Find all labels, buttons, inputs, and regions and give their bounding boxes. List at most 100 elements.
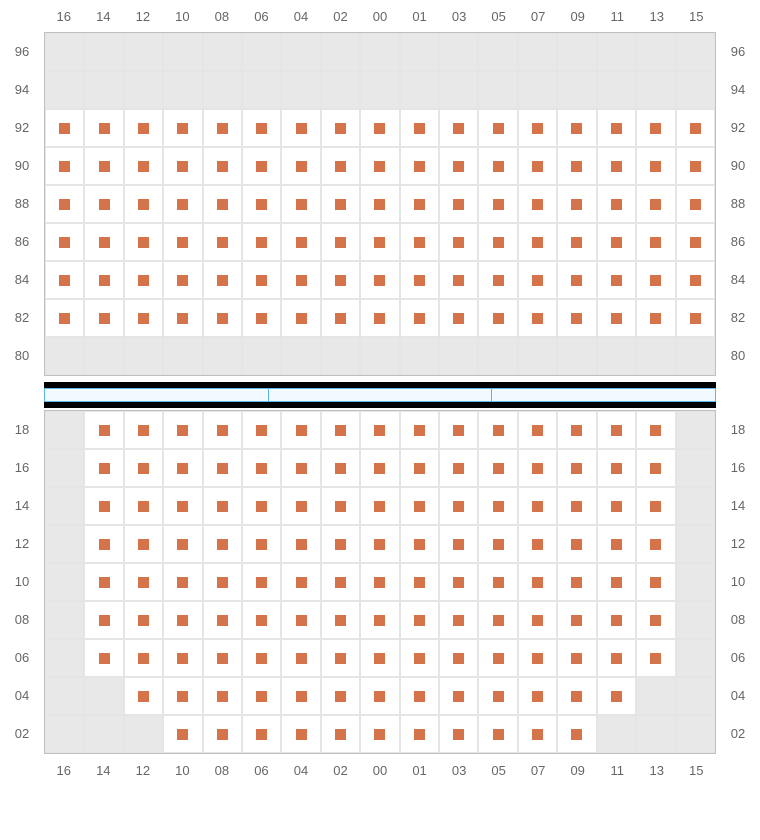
seat-cell[interactable]: [518, 449, 557, 487]
seat-cell[interactable]: [203, 147, 242, 185]
seat-cell[interactable]: [518, 601, 557, 639]
seat-cell[interactable]: [124, 449, 163, 487]
seat-cell[interactable]: [84, 601, 123, 639]
seat-cell[interactable]: [281, 677, 320, 715]
seat-cell[interactable]: [400, 449, 439, 487]
seat-cell[interactable]: [242, 715, 281, 753]
seat-cell[interactable]: [360, 563, 399, 601]
seat-cell[interactable]: [557, 601, 596, 639]
seat-cell[interactable]: [636, 563, 675, 601]
seat-cell[interactable]: [203, 411, 242, 449]
seat-cell[interactable]: [439, 525, 478, 563]
seat-cell[interactable]: [84, 261, 123, 299]
seat-cell[interactable]: [203, 487, 242, 525]
seat-cell[interactable]: [203, 715, 242, 753]
seat-cell[interactable]: [439, 411, 478, 449]
seat-cell[interactable]: [478, 449, 517, 487]
seat-cell[interactable]: [557, 185, 596, 223]
seat-cell[interactable]: [281, 261, 320, 299]
seat-cell[interactable]: [478, 601, 517, 639]
seat-cell[interactable]: [321, 677, 360, 715]
seat-cell[interactable]: [557, 147, 596, 185]
seat-cell[interactable]: [518, 223, 557, 261]
seat-cell[interactable]: [163, 525, 202, 563]
seat-cell[interactable]: [360, 411, 399, 449]
seat-cell[interactable]: [597, 677, 636, 715]
seat-cell[interactable]: [124, 147, 163, 185]
seat-cell[interactable]: [478, 563, 517, 601]
seat-cell[interactable]: [636, 299, 675, 337]
seat-cell[interactable]: [242, 487, 281, 525]
seat-cell[interactable]: [242, 185, 281, 223]
seat-cell[interactable]: [242, 563, 281, 601]
seat-cell[interactable]: [242, 525, 281, 563]
seat-cell[interactable]: [478, 109, 517, 147]
seat-cell[interactable]: [281, 525, 320, 563]
seat-cell[interactable]: [281, 715, 320, 753]
seat-cell[interactable]: [676, 223, 715, 261]
seat-cell[interactable]: [597, 525, 636, 563]
seat-cell[interactable]: [518, 715, 557, 753]
seat-cell[interactable]: [636, 449, 675, 487]
seat-cell[interactable]: [557, 223, 596, 261]
seat-cell[interactable]: [478, 411, 517, 449]
seat-cell[interactable]: [636, 639, 675, 677]
seat-cell[interactable]: [518, 147, 557, 185]
seat-cell[interactable]: [84, 487, 123, 525]
seat-cell[interactable]: [163, 715, 202, 753]
seat-cell[interactable]: [478, 677, 517, 715]
seat-cell[interactable]: [242, 601, 281, 639]
seat-cell[interactable]: [676, 109, 715, 147]
seat-cell[interactable]: [281, 109, 320, 147]
seat-cell[interactable]: [400, 147, 439, 185]
seat-cell[interactable]: [557, 639, 596, 677]
seat-cell[interactable]: [163, 223, 202, 261]
seat-cell[interactable]: [203, 449, 242, 487]
seat-cell[interactable]: [84, 223, 123, 261]
seat-cell[interactable]: [281, 299, 320, 337]
seat-cell[interactable]: [321, 525, 360, 563]
seat-cell[interactable]: [518, 411, 557, 449]
seat-cell[interactable]: [242, 261, 281, 299]
seat-cell[interactable]: [400, 601, 439, 639]
seat-cell[interactable]: [84, 563, 123, 601]
seat-cell[interactable]: [557, 677, 596, 715]
seat-cell[interactable]: [557, 109, 596, 147]
seat-cell[interactable]: [203, 677, 242, 715]
seat-cell[interactable]: [400, 299, 439, 337]
seat-cell[interactable]: [597, 639, 636, 677]
seat-cell[interactable]: [636, 411, 675, 449]
seat-cell[interactable]: [84, 185, 123, 223]
seat-cell[interactable]: [242, 299, 281, 337]
seat-cell[interactable]: [676, 147, 715, 185]
seat-cell[interactable]: [84, 411, 123, 449]
seat-cell[interactable]: [557, 261, 596, 299]
seat-cell[interactable]: [45, 223, 84, 261]
seat-cell[interactable]: [597, 223, 636, 261]
seat-cell[interactable]: [321, 449, 360, 487]
seat-cell[interactable]: [242, 147, 281, 185]
seat-cell[interactable]: [439, 487, 478, 525]
seat-cell[interactable]: [557, 449, 596, 487]
seat-cell[interactable]: [636, 487, 675, 525]
seat-cell[interactable]: [163, 185, 202, 223]
seat-cell[interactable]: [676, 185, 715, 223]
seat-cell[interactable]: [439, 639, 478, 677]
seat-cell[interactable]: [124, 223, 163, 261]
seat-cell[interactable]: [203, 563, 242, 601]
seat-cell[interactable]: [439, 223, 478, 261]
seat-cell[interactable]: [518, 525, 557, 563]
seat-cell[interactable]: [321, 601, 360, 639]
seat-cell[interactable]: [557, 487, 596, 525]
seat-cell[interactable]: [439, 109, 478, 147]
seat-cell[interactable]: [400, 677, 439, 715]
seat-cell[interactable]: [360, 449, 399, 487]
seat-cell[interactable]: [321, 147, 360, 185]
seat-cell[interactable]: [518, 261, 557, 299]
seat-cell[interactable]: [676, 299, 715, 337]
seat-cell[interactable]: [203, 223, 242, 261]
seat-cell[interactable]: [518, 677, 557, 715]
seat-cell[interactable]: [321, 185, 360, 223]
seat-cell[interactable]: [597, 299, 636, 337]
seat-cell[interactable]: [360, 487, 399, 525]
